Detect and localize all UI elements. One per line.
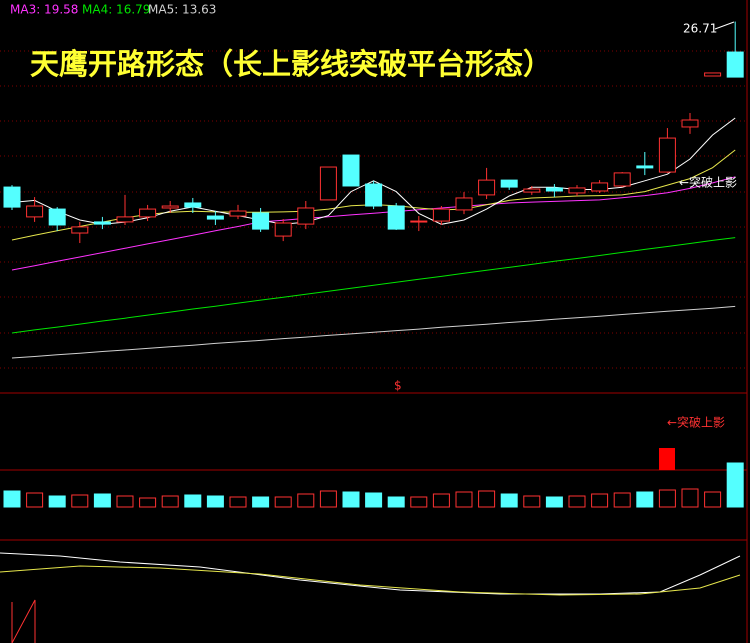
candle-body <box>319 166 337 201</box>
candle-body <box>252 212 270 230</box>
volume-bar <box>478 490 496 508</box>
volume-bar <box>229 496 247 508</box>
volume-bar <box>591 493 609 508</box>
candle-body <box>93 221 111 225</box>
candle-body <box>523 188 541 193</box>
candle-body <box>681 119 699 128</box>
volume-bar <box>139 497 157 508</box>
candle-body <box>658 137 676 173</box>
candle-body <box>568 187 586 194</box>
ma-line <box>11 305 736 359</box>
volume-bar <box>319 490 337 508</box>
candle-body <box>206 215 224 220</box>
volume-bar <box>455 491 473 508</box>
volume-bar <box>297 493 315 508</box>
chart-title: 天鹰开路形态（长上影线突破平台形态） <box>30 47 552 81</box>
candle-body <box>545 187 563 192</box>
candle-body <box>432 208 450 222</box>
volume-bar <box>726 462 744 508</box>
candle-body <box>229 210 247 217</box>
volume-bar <box>704 491 722 508</box>
candle-body <box>410 220 428 223</box>
volume-bar <box>26 492 44 508</box>
ma-line <box>11 237 736 334</box>
volume-bar <box>342 491 360 508</box>
signal-bar <box>659 448 675 470</box>
candle-body <box>116 216 134 223</box>
candle-body <box>455 197 473 211</box>
annotation: ←突破上影 <box>667 415 725 430</box>
candle-body <box>184 202 202 208</box>
annotation-arrow <box>714 21 735 30</box>
candle-body <box>365 183 383 207</box>
volume-bar <box>161 495 179 508</box>
annotation: ←突破上影 <box>679 175 737 190</box>
candle-body <box>139 208 157 218</box>
candle-body <box>3 186 21 208</box>
candle-body <box>613 172 631 187</box>
volume-bar <box>71 494 89 508</box>
candle-body <box>161 205 179 209</box>
volume-bar <box>365 492 383 508</box>
candle-body <box>704 72 722 77</box>
candle-body <box>726 51 744 78</box>
volume-bar <box>48 495 66 508</box>
volume-bar <box>116 495 134 508</box>
candle-body <box>342 154 360 187</box>
volume-bar <box>206 495 224 508</box>
volume-bar <box>387 496 405 508</box>
volume-bar <box>184 494 202 508</box>
candle-body <box>387 205 405 230</box>
candle-body <box>297 207 315 225</box>
volume-bar <box>568 495 586 508</box>
volume-bar <box>523 495 541 508</box>
volume-bar <box>252 496 270 508</box>
volume-bar <box>545 496 563 508</box>
candle-body <box>26 205 44 218</box>
candle-body <box>48 208 66 226</box>
volume-bar <box>432 493 450 508</box>
volume-bar <box>93 493 111 508</box>
candle-body <box>636 165 654 169</box>
annotation: 26.71 <box>683 22 717 36</box>
legend-ma5: MA5: 13.63 <box>148 3 216 17</box>
candle-body <box>591 182 609 192</box>
volume-bar <box>681 488 699 508</box>
candle-body <box>500 179 518 188</box>
indicator-panel <box>0 552 741 643</box>
volume-bar <box>500 493 518 508</box>
volume-bar <box>613 492 631 508</box>
legend-ma4: MA4: 16.79 <box>82 3 150 17</box>
candle-body <box>274 222 292 237</box>
legend-ma3: MA3: 19.58 <box>10 3 78 17</box>
volume-bar <box>410 496 428 508</box>
volume-bar <box>3 490 21 508</box>
candle-body <box>71 226 89 234</box>
volume-bar <box>636 491 654 508</box>
annotation: $ <box>394 379 402 393</box>
volume-bar <box>658 489 676 508</box>
volume-bar <box>274 496 292 508</box>
candle-body <box>478 179 496 196</box>
ma-line <box>11 176 736 271</box>
